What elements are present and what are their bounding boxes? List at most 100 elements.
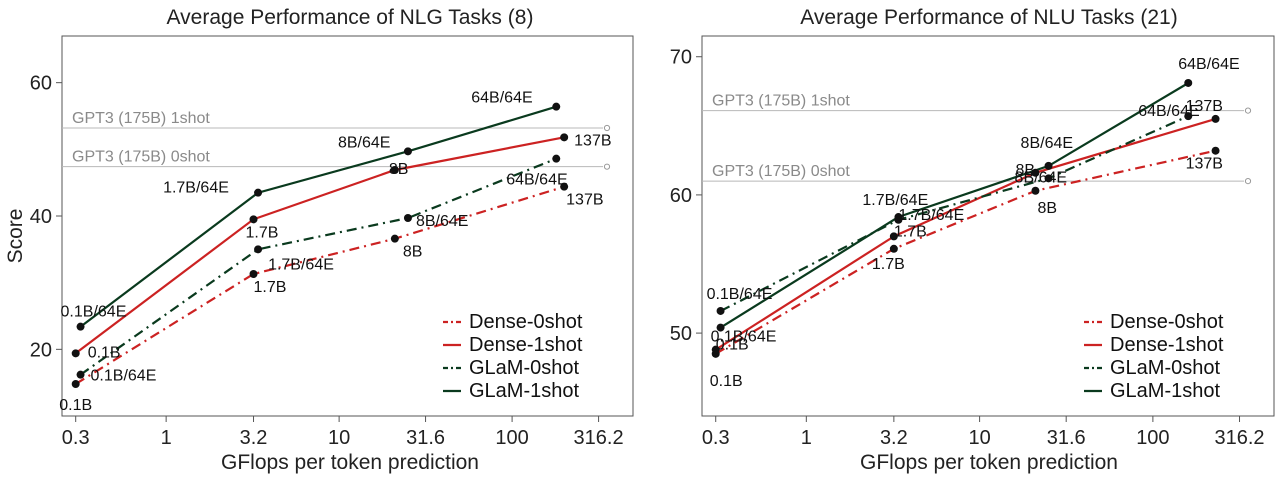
data-point-dense-0shot: [560, 182, 569, 191]
point-label: 0.1B/64E: [91, 368, 157, 385]
point-label: 1.7B: [872, 256, 905, 273]
reference-marker: [1244, 177, 1252, 185]
reference-line-label: GPT3 (175B) 0shot: [712, 163, 850, 180]
series-line-dense-1shot: [75, 136, 565, 355]
data-point-dense-0shot: [390, 234, 399, 243]
x-tick-label: 3.2: [880, 427, 908, 449]
data-point-glam-0shot: [76, 370, 85, 379]
data-point-glam-1shot: [1184, 78, 1193, 87]
point-label: 1.7B/64E: [898, 207, 964, 224]
point-label: 8B/64E: [416, 213, 468, 230]
series-line-dense-1shot: [715, 117, 1216, 351]
data-point-glam-0shot: [403, 214, 412, 222]
reference-marker: [603, 163, 611, 170]
data-point-dense-1shot: [711, 345, 720, 354]
point-label: 0.1B/64E: [61, 304, 127, 321]
data-point-glam-0shot: [1044, 174, 1053, 183]
reference-line-label: GPT3 (175B) 1shot: [712, 93, 850, 110]
point-label: 8B/64E: [1021, 135, 1073, 152]
data-point-dense-1shot: [1031, 168, 1040, 177]
x-tick-label: 0.3: [62, 427, 90, 449]
x-tick-label: 1: [801, 427, 812, 449]
y-ticks: 20 40 60: [30, 73, 62, 361]
data-point-dense-1shot: [560, 133, 569, 142]
x-tick-label: 0.3: [702, 427, 730, 449]
x-ticks: 0.3 1 3.2 10 31.6 100 316.2: [62, 416, 624, 449]
data-point-dense-0shot: [1211, 146, 1220, 155]
x-tick-label: 31.6: [1047, 427, 1086, 449]
series-line-dense-0shot: [715, 149, 1216, 355]
point-label: 0.1B: [88, 344, 121, 361]
reference-lines: GPT3 (175B) 1shot GPT3 (175B) 0shot: [702, 93, 1252, 185]
data-point-glam-1shot: [76, 322, 85, 331]
plot-frame: [61, 35, 634, 417]
point-label: 8B/64E: [338, 134, 390, 151]
x-tick-label: 31.6: [406, 427, 445, 449]
x-ticks: 0.3 1 3.2 10 31.6 100 316.2: [702, 416, 1265, 449]
y-tick-label: 60: [30, 73, 52, 95]
series-line-glam-1shot: [79, 105, 557, 328]
x-tick-label: 3.2: [240, 427, 268, 449]
point-label: 137B: [1186, 156, 1223, 173]
series-lines: [75, 105, 565, 385]
point-label: 64B/64E: [471, 90, 532, 107]
data-point-dense-0shot: [249, 270, 258, 278]
data-point-glam-0shot: [254, 245, 263, 254]
x-axis-label: GFlops per token prediction: [860, 451, 1118, 474]
reference-lines: GPT3 (175B) 1shot GPT3 (175B) 0shot: [62, 110, 611, 170]
legend-entry: Dense-1shot: [1110, 334, 1224, 356]
reference-marker: [603, 124, 611, 132]
point-label: 8B: [403, 244, 423, 261]
point-label: 0.1B/64E: [707, 286, 773, 303]
series-line-dense-0shot: [75, 185, 565, 385]
y-ticks: 50 60 70: [670, 47, 702, 345]
legend-entry: GLaM-0shot: [469, 357, 579, 379]
point-label: 1.7B/64E: [862, 192, 928, 209]
point-label: 8B: [389, 161, 409, 178]
x-tick-label: 100: [495, 427, 528, 449]
data-points: [711, 78, 1220, 358]
reference-marker: [1244, 107, 1252, 114]
y-axis-label: Score: [4, 209, 27, 264]
reference-line-label: GPT3 (175B) 1shot: [72, 110, 210, 127]
point-label: 1.7B: [246, 224, 279, 241]
point-label: 1.7B: [254, 279, 287, 296]
data-point-dense-1shot: [249, 215, 258, 224]
legend-entry: Dense-0shot: [1110, 311, 1224, 333]
series-line-glam-0shot: [79, 157, 557, 376]
point-label: 137B: [1186, 98, 1223, 115]
point-label: 64B/64E: [1178, 56, 1239, 73]
data-point-dense-1shot: [390, 166, 399, 174]
point-labels: 0.1B 1.7B 8B 137B 0.1B 1.7B 8B 137B 0.1B/64E 1.7B…: [59, 90, 611, 414]
data-point-dense-0shot: [71, 380, 80, 388]
data-point-glam-1shot: [552, 102, 561, 111]
point-label: 64B/64E: [1138, 103, 1199, 120]
x-tick-label: 100: [1136, 427, 1169, 449]
point-label: 0.1B: [59, 397, 92, 414]
data-point-dense-1shot: [1211, 114, 1220, 123]
point-labels: 0.1B 1.7B 8B 137B 0.1B 1.7B 8B 137B 0.1B/64E 1.7B…: [707, 56, 1240, 390]
data-point-glam-1shot: [254, 188, 263, 197]
x-axis-label: GFlops per token prediction: [221, 451, 479, 474]
x-tick-label: 316.2: [574, 427, 624, 449]
chart-title: Average Performance of NLU Tasks (21): [800, 6, 1177, 29]
data-point-glam-1shot: [894, 213, 903, 222]
data-point-glam-1shot: [403, 147, 412, 156]
data-point-glam-0shot: [716, 306, 725, 315]
x-tick-label: 1: [161, 427, 172, 449]
x-tick-label: 316.2: [1214, 427, 1264, 449]
y-tick-label: 40: [30, 206, 52, 228]
point-label: 0.1B: [710, 373, 743, 390]
data-point-dense-1shot: [71, 349, 80, 358]
point-label: 64B/64E: [506, 172, 567, 189]
data-point-glam-1shot: [1044, 161, 1053, 170]
legend-entry: GLaM-1shot: [1110, 380, 1220, 402]
y-tick-label: 60: [670, 185, 692, 207]
chart-title: Average Performance of NLG Tasks (8): [167, 6, 534, 29]
point-label: 1.7B: [894, 223, 927, 240]
series-line-glam-1shot: [720, 82, 1189, 329]
data-point-glam-0shot: [552, 154, 561, 163]
data-point-dense-0shot: [889, 244, 898, 253]
